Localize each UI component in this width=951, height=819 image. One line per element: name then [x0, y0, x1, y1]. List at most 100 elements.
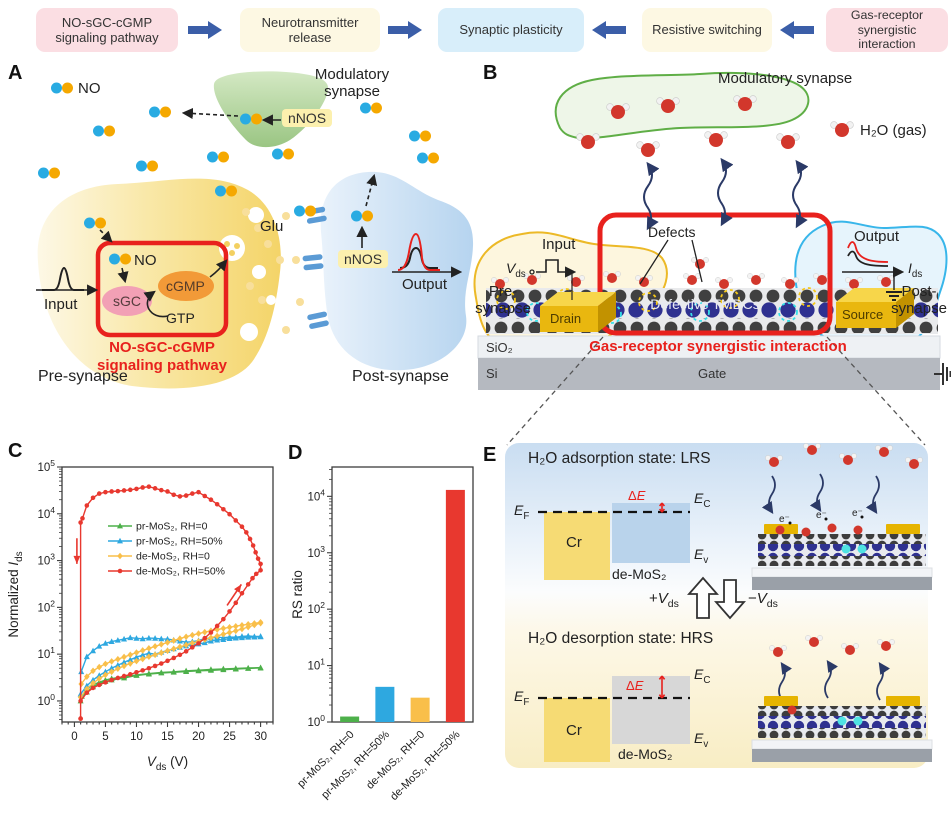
svg-text:RS ratio: RS ratio	[292, 570, 305, 619]
flow-box-label: Gas-receptor synergistic interaction	[850, 8, 924, 52]
up-block-arrow-icon	[687, 576, 719, 619]
ef-label-lrs: EF	[514, 502, 530, 522]
svg-text:0: 0	[71, 731, 77, 743]
defects-pointers	[639, 239, 703, 285]
flow-box-label: Neurotransmitter release	[261, 14, 359, 45]
flow-box-label: Resistive switching	[652, 22, 762, 38]
vds-block-arrows	[687, 576, 746, 620]
svg-text:100: 100	[307, 713, 325, 729]
interaction-caption: Gas-receptor synergistic interaction	[589, 338, 847, 355]
panel-a-label: A	[8, 62, 23, 84]
svg-text:de-MoS₂, RH=50%: de-MoS₂, RH=50%	[388, 728, 463, 803]
svg-text:15: 15	[161, 731, 174, 743]
panel-b-art	[473, 71, 951, 446]
vds-pulse	[529, 259, 577, 300]
sgc-ellipse	[102, 286, 152, 316]
flow-box-synaptic: Synaptic plasticity	[438, 8, 584, 52]
no-legend-label: NO	[78, 80, 101, 97]
svg-text:Vds (V): Vds (V)	[147, 754, 188, 773]
svg-text:105: 105	[37, 458, 55, 474]
panel-d-label: D	[288, 442, 303, 464]
modulatory-synapse-label-b: Modulatory synapse	[718, 70, 853, 87]
output-label-b: Output	[854, 228, 900, 245]
electron-label-1: e⁻	[779, 514, 790, 525]
svg-text:pr-MoS₂, RH=50%: pr-MoS₂, RH=50%	[136, 536, 223, 548]
input-waveform	[36, 266, 99, 296]
flow-box-signaling: NO-sGC-cGMP signaling pathway	[36, 8, 178, 52]
sgc-label: sGC	[113, 293, 141, 309]
si-label: Si	[486, 366, 498, 381]
pathway-caption-line1: NO-sGC-cGMP	[109, 339, 215, 356]
electron-label-3: e⁻	[852, 508, 863, 519]
svg-text:102: 102	[37, 598, 55, 614]
zoom-connectors	[506, 336, 926, 446]
panel-e-label: E	[483, 444, 497, 466]
hrs-band-diagram	[538, 675, 690, 762]
nnos-chip-post: nNOS	[338, 250, 389, 268]
modulatory-synapse-label: Modulatory synapse	[314, 66, 390, 101]
defective-tmdcs-label: Defective TMDCs	[650, 296, 760, 312]
lrs-title: H₂O adsorption state: LRS	[528, 450, 711, 467]
pathway-caption-line2: signaling pathway	[96, 357, 228, 374]
cgmp-label: cGMP	[166, 278, 205, 294]
exchange-arrows	[643, 157, 809, 231]
panel-a-art	[36, 71, 474, 389]
svg-text:102: 102	[307, 600, 325, 616]
ev-label-lrs: Ev	[694, 546, 709, 566]
flow-box-label: Synaptic plasticity	[459, 22, 563, 38]
svg-text:Normalized Ids: Normalized Ids	[6, 551, 25, 637]
plus-vds-label: +Vds	[649, 590, 679, 610]
sio2-label: SiO₂	[486, 340, 513, 355]
h2o-gas-label: H₂O (gas)	[860, 122, 927, 139]
ec-label-hrs: EC	[694, 666, 711, 686]
input-label: Input	[44, 296, 78, 313]
si-gate-layer	[478, 358, 940, 390]
svg-text:100: 100	[37, 692, 55, 708]
glu-dots	[242, 208, 304, 334]
svg-text:de-MoS₂, RH=50%: de-MoS₂, RH=50%	[136, 566, 225, 578]
svg-text:101: 101	[307, 657, 325, 673]
ids-decay	[842, 241, 905, 301]
iv-hysteresis-chart: 0 5 10 15 20 25 30 100 101 102 103 104 105 Vds (V) Nor…	[6, 458, 274, 773]
flow-box-neurotransmitter: Neurotransmitter release	[240, 8, 380, 52]
svg-text:25: 25	[223, 731, 236, 743]
interaction-highlight-box	[597, 212, 833, 336]
post-synapse-label: Post-synapse	[352, 368, 449, 385]
box-no-label: NO	[134, 252, 157, 269]
drain-electrode	[540, 292, 616, 332]
de-mos2-label-hrs: de-MoS₂	[618, 746, 673, 762]
nnos-chip: nNOS	[282, 109, 333, 127]
svg-text:104: 104	[37, 505, 55, 521]
cr-label-hrs: Cr	[566, 722, 582, 739]
flow-box-resistive: Resistive switching	[642, 8, 772, 52]
svg-text:de-MoS₂, RH=0: de-MoS₂, RH=0	[136, 551, 210, 563]
panel-e-art	[538, 442, 933, 762]
pre-synapse-label-b: Pre-synapse	[475, 283, 531, 318]
glu-label: Glu	[260, 218, 284, 235]
svg-text:20: 20	[192, 731, 205, 743]
ids-label: Ids	[908, 260, 923, 280]
svg-text:101: 101	[37, 645, 55, 661]
minus-vds-label: −Vds	[748, 590, 778, 610]
pathway-caption: NO-sGC-cGMP signaling pathway	[80, 339, 244, 375]
input-label-b: Input	[542, 236, 576, 253]
svg-text:104: 104	[307, 487, 325, 503]
panel-b-label: B	[483, 62, 498, 84]
svg-text:103: 103	[37, 552, 55, 568]
drain-label: Drain	[550, 311, 582, 326]
arrow-left-icon	[592, 21, 626, 39]
delta-e-label-hrs: ΔE	[626, 678, 644, 693]
post-synapse-blob	[320, 171, 474, 371]
source-label: Source	[842, 307, 884, 322]
svg-text:10: 10	[130, 731, 143, 743]
output-label: Output	[402, 276, 448, 293]
hrs-title: H₂O desorption state: HRS	[528, 630, 714, 647]
flow-box-label: NO-sGC-cGMP signaling pathway	[55, 14, 159, 45]
delta-e-arrow	[658, 675, 666, 699]
flow-arrows	[188, 21, 814, 39]
pre-synapse-label: Pre-synapse	[38, 368, 128, 385]
down-block-arrow-icon	[714, 579, 746, 620]
